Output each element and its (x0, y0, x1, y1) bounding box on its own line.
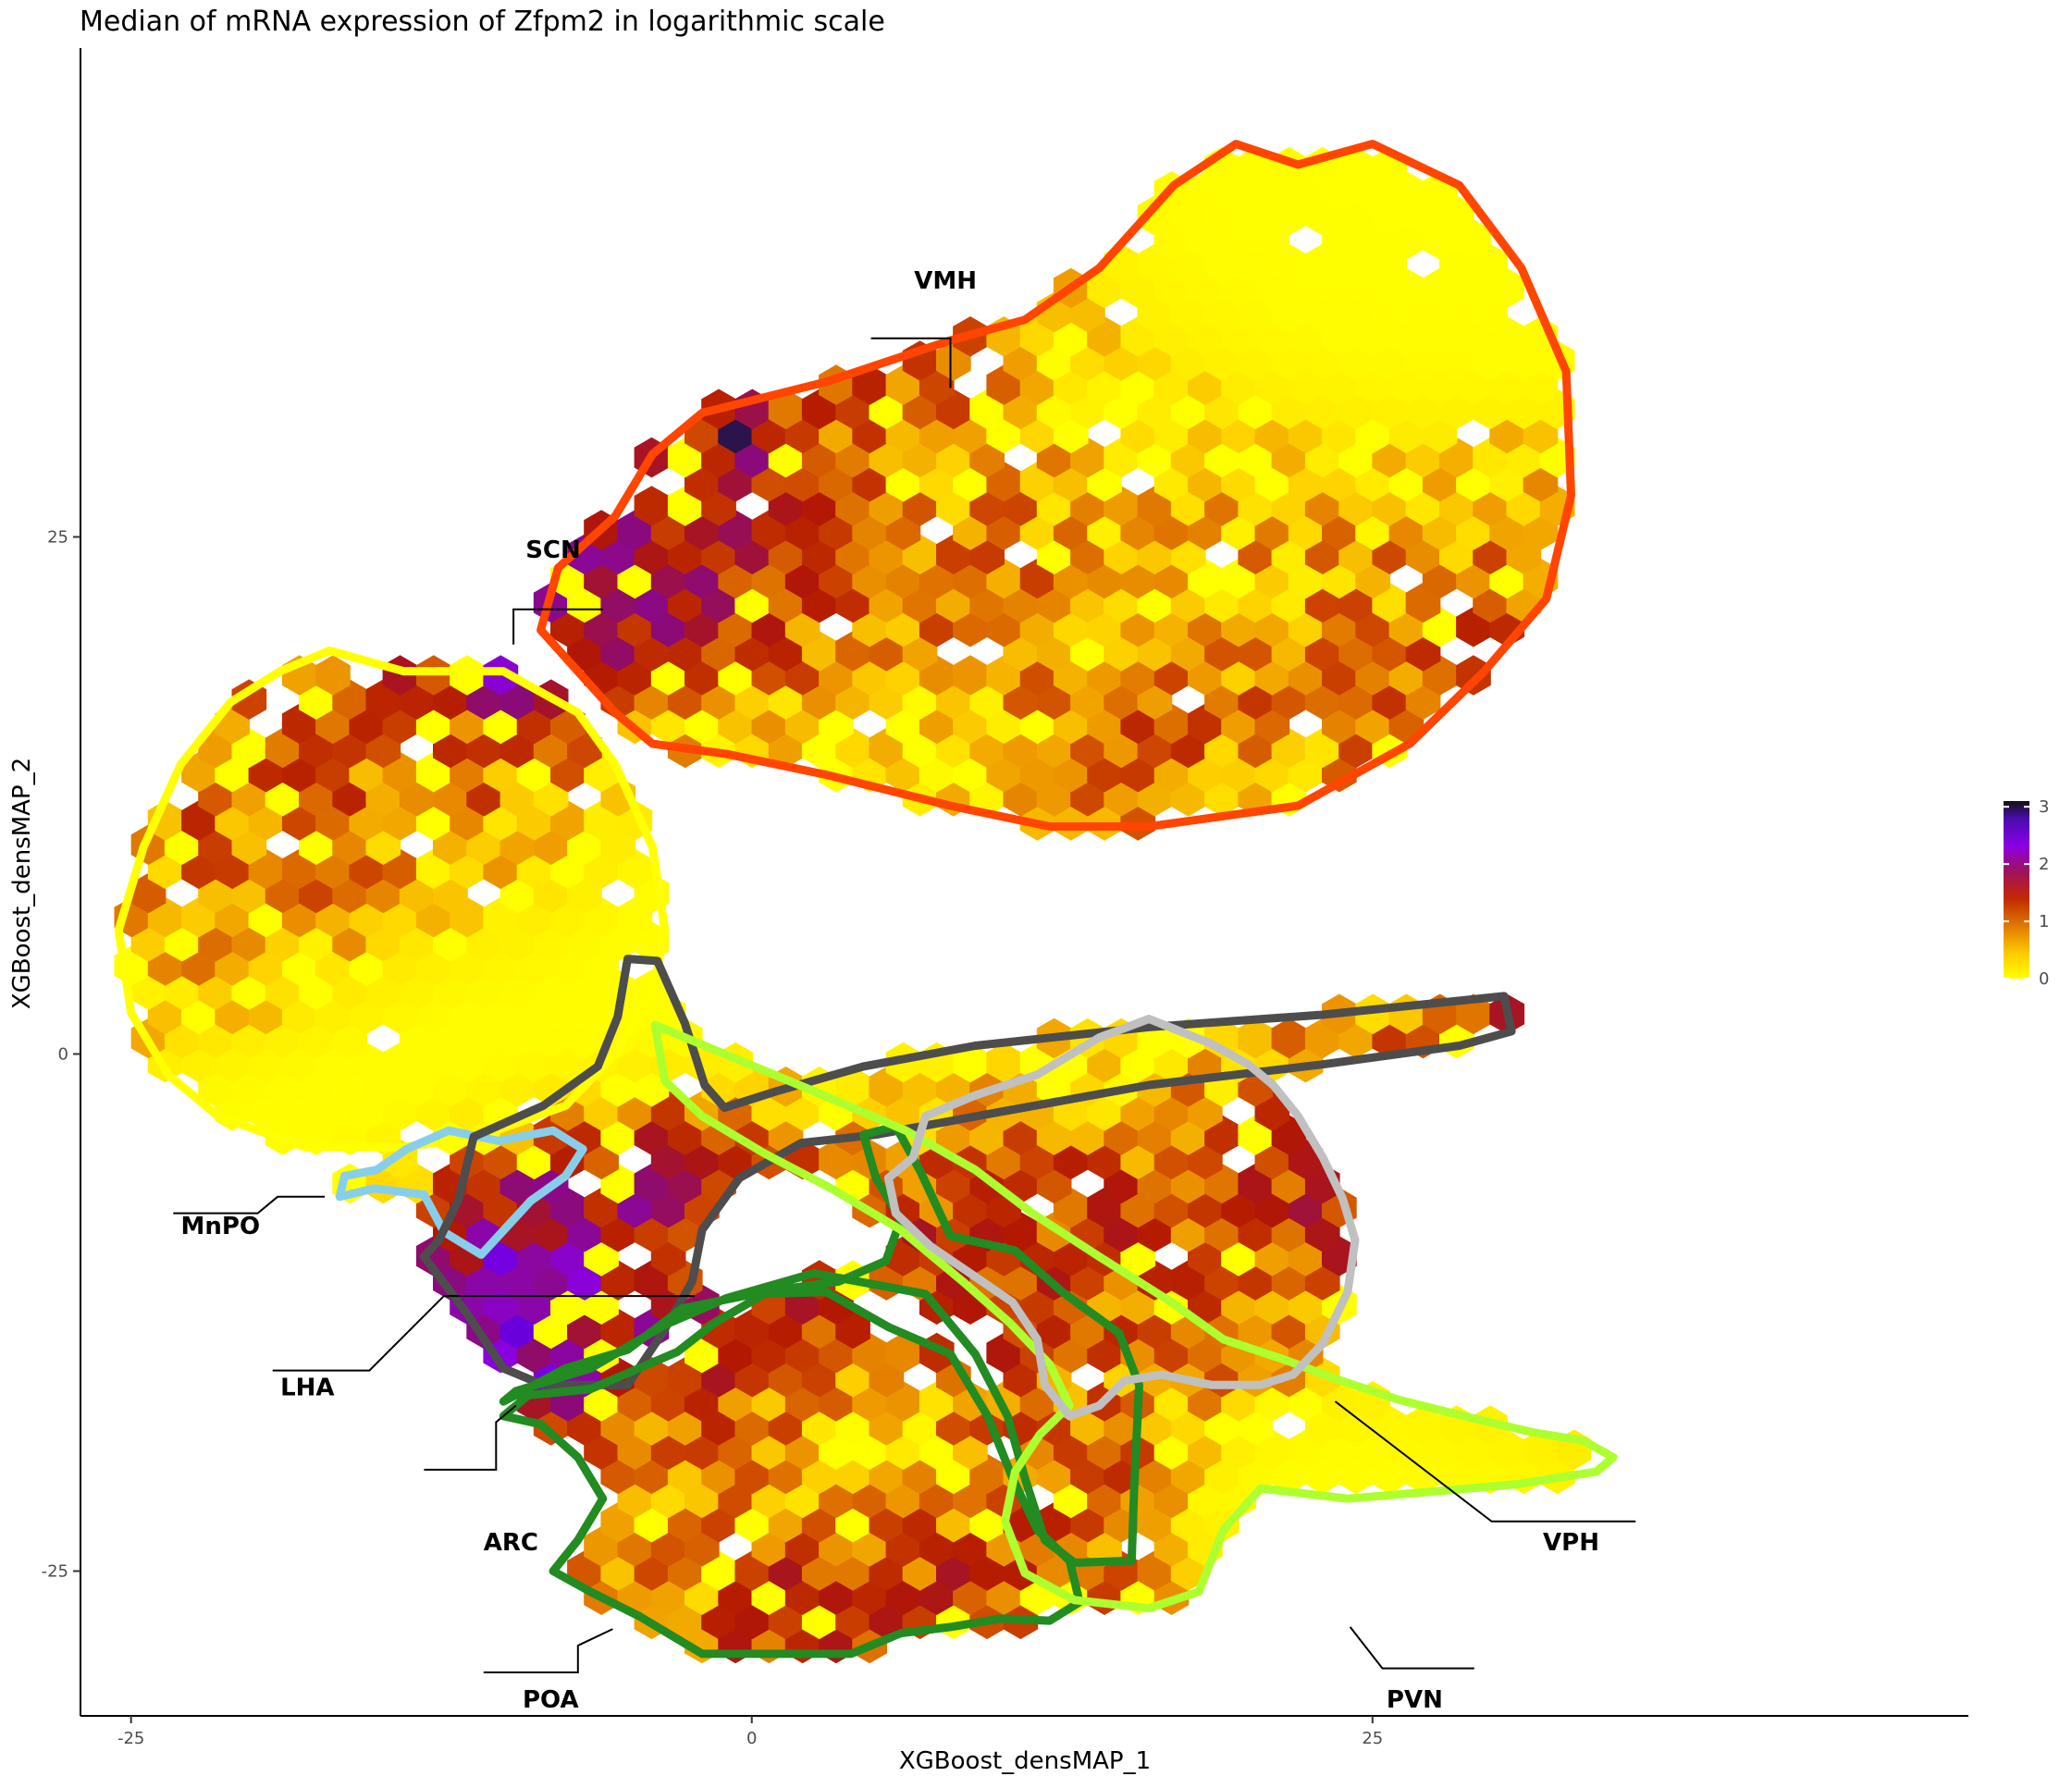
region-label-vmh: VMH (914, 267, 977, 295)
leader-line-pvn (1349, 1626, 1474, 1670)
x-axis-ticks: -25 0 25 (117, 1716, 1383, 1748)
leader-line-poa (483, 1628, 613, 1673)
legend-tick-label: 3 (2039, 797, 2049, 817)
color-legend: 0 1 2 3 (2004, 797, 2049, 989)
region-label-pvn: PVN (1387, 1686, 1443, 1714)
x-axis-title: XGBoost_densMAP_1 (899, 1747, 1151, 1775)
hexbin-cell (835, 1067, 870, 1107)
hexbin-cell (852, 364, 888, 405)
hexbin-cell (1338, 146, 1374, 188)
legend-colorbar (2004, 801, 2029, 979)
region-outline-mnpo (335, 1126, 587, 1259)
region-outline-poa (499, 1288, 1084, 1659)
region-label-scn: SCN (525, 536, 581, 564)
legend-tick-label: 0 (2039, 969, 2049, 989)
hexbin-cell (634, 486, 670, 526)
region-label-mnpo: MnPO (181, 1213, 261, 1240)
leader-line-arc (424, 1404, 517, 1471)
leader-line-mnpo (173, 1195, 326, 1215)
leader-line-vph (1334, 1400, 1636, 1523)
region-outline-vmh (536, 140, 1575, 831)
hexbin-cell (885, 1332, 921, 1374)
y-tick-label: -25 (42, 1561, 68, 1581)
y-tick-label: 25 (47, 527, 68, 547)
legend-tick-label: 1 (2039, 912, 2049, 931)
y-axis-title: XGBoost_densMAP_2 (8, 758, 36, 1009)
region-outline-pvn (650, 1020, 1618, 1613)
legend-tick-label: 2 (2039, 855, 2049, 874)
hexbin-cell (315, 655, 351, 696)
region-outline-vph (883, 1015, 1360, 1421)
region-label-poa: POA (523, 1686, 579, 1714)
region-label-lha: LHA (280, 1374, 334, 1401)
hexbin-cell (1355, 993, 1390, 1035)
x-tick-label: -25 (117, 1729, 144, 1748)
x-tick-label: 0 (746, 1729, 757, 1748)
x-tick-label: 25 (1362, 1729, 1383, 1748)
hexbin-cell (1238, 1018, 1274, 1059)
region-outline-scn (114, 646, 670, 1152)
leader-line-scn (512, 608, 603, 645)
y-axis-ticks: 25 0 -25 (42, 527, 80, 1581)
region-outline-layer: VMH SCN MnPO LHA ARC POA PVN VPH (114, 140, 1636, 1714)
region-label-vph: VPH (1543, 1529, 1599, 1557)
hexbin-cell (1523, 1429, 1559, 1470)
region-outline-arc (499, 1122, 1143, 1567)
hexbin-cell (953, 655, 988, 696)
chart-title: Median of mRNA expression of Zfpm2 in lo… (80, 6, 885, 38)
legend-ticks: 0 1 2 3 (2004, 797, 2049, 989)
leader-line-vmh (870, 337, 952, 388)
hexbin-cell (986, 1042, 1022, 1083)
y-tick-label: 0 (58, 1044, 68, 1064)
region-label-arc: ARC (484, 1529, 538, 1557)
leader-line-lha (272, 1295, 695, 1372)
hexbin-cell (1405, 1405, 1441, 1446)
hexbin-cell (768, 388, 804, 430)
hexbin-cell (1271, 1018, 1307, 1059)
